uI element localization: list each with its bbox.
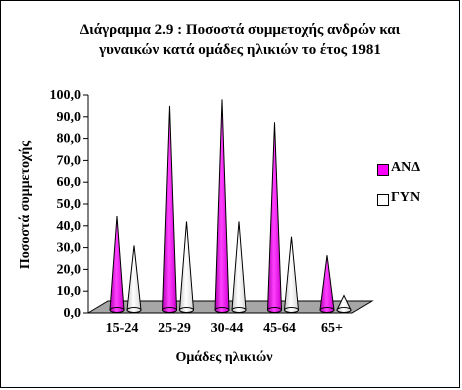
y-tick-label: 50,0 — [57, 197, 82, 212]
cone-gyn-25-29-base — [179, 307, 194, 313]
legend-swatch-and — [377, 164, 389, 176]
cone-gyn-15-24-base — [126, 307, 142, 313]
chart-title-line-1: Διάγραμμα 2.9 : Ποσοστά συμμετοχής ανδρώ… — [79, 22, 401, 38]
x-tick-label: 65+ — [321, 321, 343, 336]
cone-and-45-64 — [266, 122, 283, 311]
cone-and-30-44-base — [214, 307, 230, 313]
x-axis-label: Ομάδες ηλικιών — [175, 350, 273, 365]
cone-gyn-65+-base — [336, 307, 352, 313]
cone-gyn-45-64 — [283, 236, 300, 311]
y-tick-label: 30,0 — [57, 241, 82, 256]
y-tick-label: 0,0 — [64, 306, 82, 321]
cone-and-65+-base — [319, 307, 335, 313]
legend-label-and: ΑΝΔ — [391, 160, 420, 175]
legend-item-and: ΑΝΔ — [377, 160, 457, 180]
cone-gyn-25-29 — [178, 221, 195, 311]
cone-and-65+ — [319, 255, 335, 311]
cone-gyn-45-64-base — [284, 307, 299, 313]
y-tick-label: 60,0 — [57, 175, 82, 190]
y-tick-label: 90,0 — [57, 110, 82, 125]
x-tick-label: 30-44 — [211, 321, 244, 336]
cone-gyn-30-44 — [231, 221, 247, 311]
y-tick-label: 20,0 — [57, 262, 82, 277]
cone-and-25-29 — [161, 105, 178, 311]
legend-item-gyn: ΓΥΝ — [377, 190, 457, 210]
x-tick-label: 25-29 — [158, 321, 191, 336]
y-tick-label: 100,0 — [50, 88, 82, 103]
cone-and-25-29-base — [162, 307, 177, 313]
cone-and-30-44 — [214, 99, 230, 311]
y-axis-label: Ποσοστά συμμετοχής — [18, 140, 33, 269]
cone-and-15-24 — [109, 215, 125, 311]
cone-and-15-24-base — [109, 307, 125, 313]
y-tick-label: 70,0 — [57, 153, 82, 168]
x-tick-label: 15-24 — [106, 321, 139, 336]
chart-floor — [86, 300, 374, 314]
legend-label-gyn: ΓΥΝ — [391, 190, 421, 205]
cone-gyn-30-44-base — [231, 307, 247, 313]
x-tick-label: 45-64 — [263, 321, 296, 336]
cone-gyn-15-24 — [126, 245, 142, 311]
y-tick-label: 40,0 — [57, 219, 82, 234]
legend: ΑΝΔ ΓΥΝ — [377, 160, 457, 210]
cone-and-45-64-base — [267, 307, 282, 313]
chart-title-line-2: γυναικών κατά ομάδες ηλικιών το έτος 198… — [99, 42, 381, 58]
legend-swatch-gyn — [377, 194, 389, 206]
y-tick-label: 80,0 — [57, 132, 82, 147]
y-tick-label: 10,0 — [57, 284, 82, 299]
